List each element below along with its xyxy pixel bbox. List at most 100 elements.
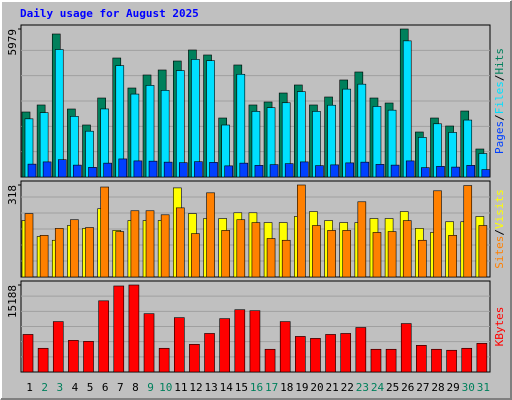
bar <box>158 347 170 373</box>
bar <box>416 345 427 373</box>
bar <box>143 313 155 373</box>
bar <box>249 310 261 373</box>
x-tick-label: 15 <box>235 381 248 394</box>
bar <box>315 165 324 178</box>
bar <box>115 231 125 278</box>
bar <box>24 213 34 278</box>
bar <box>279 321 291 373</box>
bar <box>54 49 64 178</box>
bar <box>387 231 397 278</box>
bar <box>421 167 430 178</box>
x-tick-label: 12 <box>189 381 202 394</box>
bar <box>27 163 37 178</box>
bar <box>312 225 321 278</box>
bar <box>481 169 491 178</box>
bar <box>402 40 412 178</box>
bar <box>103 162 112 178</box>
bar <box>357 201 367 278</box>
bar <box>73 164 82 178</box>
legend-entry: Files <box>493 81 506 114</box>
x-tick-label: 11 <box>174 381 187 394</box>
x-tick-label: 22 <box>341 381 354 394</box>
bar <box>327 230 336 278</box>
x-tick-label: 23 <box>356 381 369 394</box>
bar <box>264 348 276 373</box>
bar <box>461 347 473 373</box>
x-tick-label: 9 <box>147 381 154 394</box>
legend: Pages/Files/Hits <box>493 48 506 154</box>
bar <box>163 161 173 178</box>
bar <box>83 341 94 373</box>
legend-entry: Visits <box>493 189 506 229</box>
bar <box>448 235 457 278</box>
x-tick-label: 28 <box>431 381 444 394</box>
bar <box>400 323 412 373</box>
bar <box>85 227 94 278</box>
bar <box>254 165 264 178</box>
bar <box>375 164 385 178</box>
bar <box>418 239 427 278</box>
bar <box>57 159 67 178</box>
bar <box>360 161 370 178</box>
bar <box>160 214 170 278</box>
legend-separator: / <box>493 75 506 82</box>
bar <box>463 185 473 278</box>
bar <box>451 166 460 178</box>
legend-entry: Hits <box>493 48 506 75</box>
bar <box>342 230 352 278</box>
bar <box>345 162 355 178</box>
bar <box>206 192 215 278</box>
bar <box>370 348 382 373</box>
legend-entry: Pages <box>493 121 506 154</box>
bar <box>433 190 442 278</box>
bar <box>130 210 140 278</box>
bar <box>295 336 306 373</box>
x-tick-label: 29 <box>447 381 460 394</box>
bar <box>39 235 49 278</box>
x-tick-label: 10 <box>159 381 172 394</box>
bar <box>98 300 109 373</box>
bar <box>390 164 400 178</box>
bar <box>269 164 279 178</box>
bar <box>219 318 230 373</box>
legend-entry: Sites <box>493 236 506 269</box>
x-tick-label: 26 <box>401 381 414 394</box>
y-tick-label: 5979 <box>6 29 19 56</box>
x-tick-label: 30 <box>462 381 475 394</box>
bar <box>204 333 215 373</box>
bar <box>236 219 246 278</box>
bar <box>251 222 261 278</box>
bar <box>118 158 128 178</box>
bar <box>173 317 185 373</box>
legend: KBytes <box>493 307 506 347</box>
bar <box>133 160 143 178</box>
bar <box>446 349 457 373</box>
legend-entry: KBytes <box>493 307 506 347</box>
bar <box>113 285 125 373</box>
bar <box>310 338 321 373</box>
x-tick-label: 2 <box>41 381 48 394</box>
bar <box>236 73 246 178</box>
bar <box>297 184 306 278</box>
x-tick-label: 19 <box>295 381 308 394</box>
x-tick-label: 25 <box>386 381 399 394</box>
x-tick-label: 20 <box>310 381 323 394</box>
legend-separator: / <box>493 114 506 121</box>
bar <box>175 207 185 278</box>
bar <box>100 186 109 278</box>
bar <box>436 166 445 178</box>
bar <box>234 309 246 373</box>
bar <box>284 163 294 178</box>
bar <box>402 220 412 278</box>
bar <box>194 161 203 178</box>
bar <box>476 343 488 373</box>
x-tick-label: 4 <box>72 381 79 394</box>
bar <box>178 162 188 178</box>
bar <box>128 284 140 373</box>
y-tick-label: 15188 <box>6 285 19 318</box>
x-tick-label: 27 <box>416 381 429 394</box>
legend: Sites/Visits <box>493 189 506 269</box>
bar <box>239 162 249 178</box>
